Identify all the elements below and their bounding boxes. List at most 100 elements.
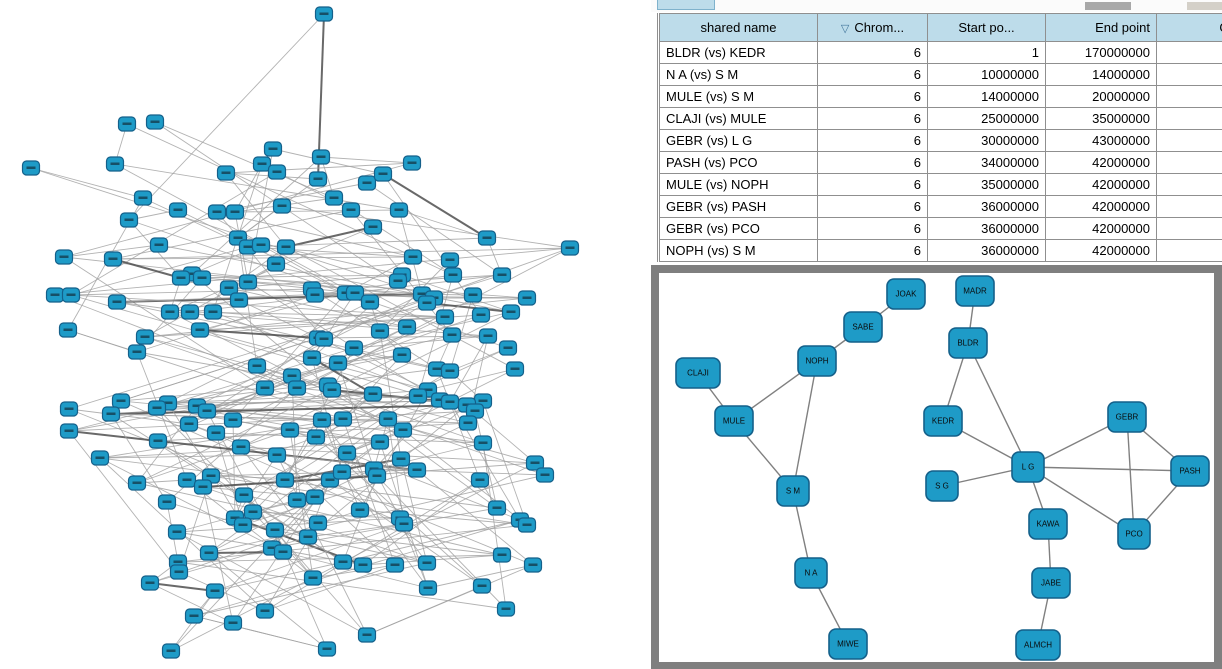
network-node[interactable] bbox=[145, 114, 165, 130]
network-node[interactable] bbox=[105, 156, 125, 172]
network-node[interactable] bbox=[305, 489, 325, 505]
network-node[interactable] bbox=[357, 175, 377, 191]
network-node[interactable] bbox=[496, 601, 516, 617]
network-node[interactable] bbox=[472, 578, 492, 594]
network-node[interactable] bbox=[199, 545, 219, 561]
table-row[interactable]: BLDR (vs) KEDR61170000000192.0 bbox=[658, 41, 1222, 64]
network-node[interactable] bbox=[337, 445, 357, 461]
network-node[interactable] bbox=[333, 411, 353, 427]
network-node[interactable] bbox=[147, 400, 167, 416]
table-cell[interactable]: 42000000 bbox=[1045, 195, 1157, 218]
table-cell[interactable]: GEBR (vs) L G bbox=[658, 129, 818, 152]
table-cell[interactable]: PASH (vs) PCO bbox=[658, 151, 818, 174]
network-node[interactable] bbox=[255, 603, 275, 619]
network-node[interactable] bbox=[407, 462, 427, 478]
network-node[interactable] bbox=[391, 451, 411, 467]
network-node[interactable] bbox=[255, 380, 275, 396]
network-node[interactable] bbox=[168, 202, 188, 218]
network-node[interactable] bbox=[523, 557, 543, 573]
table-row[interactable]: GEBR (vs) L G6300000004300000016.9 bbox=[658, 129, 1222, 152]
network-node[interactable] bbox=[135, 329, 155, 345]
network-node[interactable] bbox=[363, 219, 383, 235]
network-node-JOAK[interactable]: JOAK bbox=[886, 278, 926, 310]
table-cell[interactable]: GEBR (vs) PCO bbox=[658, 217, 818, 240]
network-node[interactable] bbox=[322, 382, 342, 398]
table-row[interactable]: PASH (vs) PCO6340000004200000011.4 bbox=[658, 151, 1222, 174]
network-node[interactable] bbox=[397, 319, 417, 335]
network-node[interactable] bbox=[101, 406, 121, 422]
column-header-genetic---[interactable]: Genetic... bbox=[1156, 13, 1222, 42]
table-row[interactable]: CLAJI (vs) MULE625000000350000005.9 bbox=[658, 107, 1222, 130]
network-node[interactable] bbox=[385, 557, 405, 573]
network-node[interactable] bbox=[157, 494, 177, 510]
network-node[interactable] bbox=[133, 190, 153, 206]
network-edge-NOPH-SM[interactable] bbox=[792, 360, 818, 492]
table-cell[interactable]: 11.4 bbox=[1156, 151, 1222, 174]
column-header-end-point[interactable]: End point bbox=[1045, 13, 1157, 42]
network-node[interactable] bbox=[184, 608, 204, 624]
table-cell[interactable]: N A (vs) S M bbox=[658, 63, 818, 86]
network-node[interactable] bbox=[107, 294, 127, 310]
network-node[interactable] bbox=[308, 171, 328, 187]
network-node[interactable] bbox=[332, 464, 352, 480]
network-node[interactable] bbox=[190, 322, 210, 338]
network-node[interactable] bbox=[463, 287, 483, 303]
network-node[interactable] bbox=[167, 524, 187, 540]
table-cell[interactable]: 6 bbox=[817, 63, 928, 86]
table-cell[interactable]: 6 bbox=[817, 41, 928, 64]
network-node[interactable] bbox=[389, 202, 409, 218]
network-node[interactable] bbox=[276, 239, 296, 255]
network-node[interactable] bbox=[58, 322, 78, 338]
network-node[interactable] bbox=[251, 237, 271, 253]
table-cell[interactable]: 6 bbox=[817, 217, 928, 240]
network-node[interactable] bbox=[263, 141, 283, 157]
table-cell[interactable]: 35000000 bbox=[1045, 107, 1157, 130]
table-cell[interactable]: 6.6 bbox=[1156, 63, 1222, 86]
network-node[interactable] bbox=[378, 411, 398, 427]
network-node[interactable] bbox=[231, 439, 251, 455]
network-node-SM[interactable]: S M bbox=[776, 475, 810, 507]
table-cell[interactable]: 42000000 bbox=[1045, 239, 1157, 262]
network-node[interactable] bbox=[302, 350, 322, 366]
network-node[interactable] bbox=[367, 468, 387, 484]
network-node[interactable] bbox=[370, 323, 390, 339]
main-network-view[interactable] bbox=[0, 0, 651, 669]
table-row[interactable]: GEBR (vs) PASH636000000420000008.9 bbox=[658, 195, 1222, 218]
table-cell[interactable]: 10000000 bbox=[927, 63, 1046, 86]
network-node[interactable] bbox=[169, 564, 189, 580]
network-node[interactable] bbox=[179, 416, 199, 432]
network-node[interactable] bbox=[280, 422, 300, 438]
table-cell[interactable]: 170000000 bbox=[1045, 41, 1157, 64]
network-node[interactable] bbox=[234, 487, 254, 503]
network-node[interactable] bbox=[487, 500, 507, 516]
network-node[interactable] bbox=[180, 304, 200, 320]
network-node[interactable] bbox=[478, 328, 498, 344]
network-node[interactable] bbox=[440, 252, 460, 268]
network-node[interactable] bbox=[233, 517, 253, 533]
network-node[interactable] bbox=[252, 156, 272, 172]
table-cell[interactable]: MULE (vs) NOPH bbox=[658, 173, 818, 196]
network-node[interactable] bbox=[388, 273, 408, 289]
network-node-ALMCH[interactable]: ALMCH bbox=[1015, 629, 1061, 661]
network-node-KAWA[interactable]: KAWA bbox=[1028, 508, 1068, 540]
column-header-chrom---[interactable]: ▽ Chrom... bbox=[817, 13, 928, 42]
network-edge-BLDR-LG[interactable] bbox=[967, 342, 1029, 468]
network-node[interactable] bbox=[127, 475, 147, 491]
scrollbar-thumb[interactable] bbox=[1085, 2, 1131, 10]
table-cell[interactable]: 6 bbox=[817, 85, 928, 108]
table-row[interactable]: GEBR (vs) PCO636000000420000008.4 bbox=[658, 217, 1222, 240]
network-node[interactable] bbox=[314, 6, 334, 22]
network-node[interactable] bbox=[192, 270, 212, 286]
network-node[interactable] bbox=[535, 467, 555, 483]
table-cell[interactable]: 9.9 bbox=[1156, 239, 1222, 262]
network-node[interactable] bbox=[403, 249, 423, 265]
network-node-MIWE[interactable]: MIWE bbox=[828, 628, 868, 660]
table-cell[interactable]: 14000000 bbox=[927, 85, 1046, 108]
network-node[interactable] bbox=[442, 327, 462, 343]
table-cell[interactable]: MULE (vs) S M bbox=[658, 85, 818, 108]
network-node[interactable] bbox=[333, 554, 353, 570]
table-cell[interactable]: CLAJI (vs) MULE bbox=[658, 107, 818, 130]
network-node[interactable] bbox=[473, 435, 493, 451]
network-node[interactable] bbox=[287, 492, 307, 508]
network-node[interactable] bbox=[148, 433, 168, 449]
